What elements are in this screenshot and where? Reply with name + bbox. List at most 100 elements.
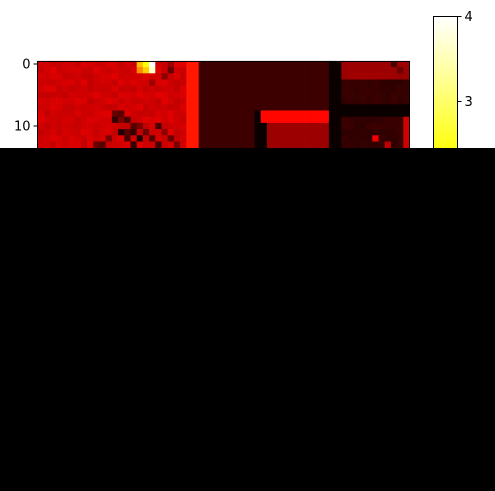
heatmap-cell: [49, 129, 57, 136]
heatmap-cell: [142, 141, 150, 148]
heatmap-cell: [211, 67, 218, 74]
heatmap-cell: [186, 60, 193, 68]
heatmap-cell: [93, 122, 100, 130]
heatmap-cell: [155, 110, 162, 118]
heatmap-cell: [192, 85, 200, 93]
heatmap-cell: [111, 110, 119, 118]
heatmap-cell: [397, 104, 404, 111]
heatmap-cell: [260, 141, 268, 148]
heatmap-cell: [328, 67, 336, 74]
heatmap-cell: [99, 104, 107, 111]
heatmap-cell: [403, 85, 410, 93]
heatmap-cell: [384, 104, 392, 111]
heatmap-cell: [192, 110, 200, 118]
heatmap-cell: [279, 73, 286, 80]
y-tick-label: 0: [22, 58, 30, 73]
heatmap-cell: [273, 60, 280, 68]
heatmap-cell: [211, 79, 218, 87]
heatmap-cell: [167, 122, 175, 130]
heatmap-cell: [180, 73, 187, 80]
heatmap-cell: [322, 85, 330, 93]
heatmap-cell: [353, 67, 361, 74]
heatmap-cell: [304, 116, 311, 124]
heatmap-cell: [384, 116, 392, 124]
heatmap-cell: [167, 129, 175, 136]
heatmap-cell: [223, 129, 231, 136]
heatmap-cell: [161, 135, 169, 142]
heatmap-cell: [192, 104, 200, 111]
heatmap-cell: [223, 104, 231, 111]
heatmap-cell: [99, 122, 107, 130]
heatmap-cell: [87, 79, 94, 87]
heatmap-cell: [372, 141, 379, 148]
heatmap-cell: [62, 141, 69, 148]
heatmap-cell: [161, 85, 169, 93]
heatmap-cell: [397, 79, 404, 87]
heatmap-cell: [341, 67, 348, 74]
heatmap-cell: [56, 122, 63, 130]
heatmap-cell: [74, 141, 82, 148]
heatmap-cell: [291, 122, 299, 130]
heatmap-cell: [273, 110, 280, 118]
heatmap-cell: [266, 122, 274, 130]
heatmap-cell: [266, 60, 274, 68]
heatmap-cell: [378, 135, 386, 142]
heatmap-cell: [384, 73, 392, 80]
heatmap-cell: [328, 60, 336, 68]
heatmap-cell: [242, 122, 249, 130]
heatmap-cell: [316, 60, 324, 68]
heatmap-cell: [56, 129, 63, 136]
heatmap-cell: [167, 85, 175, 93]
heatmap-cell: [335, 73, 342, 80]
heatmap-cell: [155, 91, 162, 99]
heatmap-cell: [229, 60, 237, 68]
heatmap-cell: [37, 60, 45, 68]
heatmap-cell: [384, 135, 392, 142]
heatmap-cell: [37, 135, 45, 142]
heatmap-cell: [87, 67, 94, 74]
heatmap-cell: [248, 91, 255, 99]
heatmap-cell: [260, 85, 268, 93]
heatmap-cell: [384, 129, 392, 136]
heatmap-cell: [49, 98, 57, 105]
heatmap-cell: [366, 110, 373, 118]
heatmap-cell: [37, 98, 45, 105]
heatmap-cell: [198, 141, 206, 148]
heatmap-cell: [211, 110, 218, 118]
heatmap-cell: [105, 110, 113, 118]
heatmap-cell: [204, 110, 212, 118]
heatmap-cell: [111, 122, 119, 130]
heatmap-cell: [62, 91, 69, 99]
heatmap-cell: [136, 141, 144, 148]
heatmap-cell: [353, 60, 361, 68]
heatmap-cell: [390, 98, 398, 105]
heatmap-cell: [192, 122, 200, 130]
heatmap-cell: [180, 60, 187, 68]
heatmap-cell: [397, 91, 404, 99]
heatmap-cell: [105, 73, 113, 80]
heatmap-cell: [254, 98, 262, 105]
heatmap-cell: [204, 85, 212, 93]
heatmap-cell: [372, 135, 379, 142]
heatmap-cell: [217, 129, 224, 136]
heatmap-cell: [223, 79, 231, 87]
heatmap-cell: [198, 104, 206, 111]
heatmap-cell: [322, 91, 330, 99]
heatmap-cell: [173, 110, 181, 118]
heatmap-cell: [366, 73, 373, 80]
heatmap-cell: [118, 91, 125, 99]
heatmap-cell: [285, 67, 293, 74]
heatmap-cell: [37, 129, 45, 136]
heatmap-cell: [217, 98, 224, 105]
heatmap-cell: [68, 122, 76, 130]
heatmap-cell: [118, 104, 125, 111]
heatmap-cell: [384, 110, 392, 118]
heatmap-cell: [180, 98, 187, 105]
heatmap-cell: [248, 73, 255, 80]
heatmap-cell: [242, 60, 249, 68]
heatmap-cell: [105, 122, 113, 130]
heatmap-cell: [204, 98, 212, 105]
heatmap-cell: [217, 91, 224, 99]
heatmap-cell: [366, 116, 373, 124]
heatmap-cell: [279, 129, 286, 136]
